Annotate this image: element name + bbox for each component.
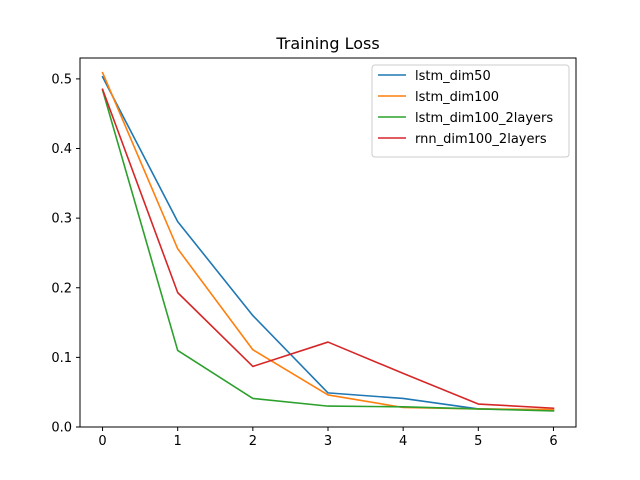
y-tick-label: 0.2 <box>51 281 72 296</box>
y-axis: 0.0 0.1 0.2 0.3 0.4 0.5 <box>51 72 80 436</box>
x-tick-label: 4 <box>399 434 407 449</box>
legend-box <box>371 64 570 158</box>
legend-label-rnn_dim100_2layers: rnn_dim100_2layers <box>415 132 547 147</box>
legend-label-lstm_dim50: lstm_dim50 <box>415 69 491 84</box>
legend-label-lstm_dim100: lstm_dim100 <box>415 90 499 105</box>
y-tick-label: 0.3 <box>51 212 72 227</box>
series-layer <box>101 71 555 412</box>
x-tick-label: 2 <box>249 434 257 449</box>
series-line-rnn_dim100_2layers <box>101 88 555 410</box>
x-tick-label: 6 <box>549 434 557 449</box>
y-tick-label: 0.1 <box>51 351 72 366</box>
x-tick-label: 1 <box>174 434 182 449</box>
y-tick-label: 0.0 <box>51 421 72 436</box>
legend: lstm_dim50 lstm_dim100 lstm_dim100_2layers… <box>371 64 570 158</box>
y-tick-label: 0.5 <box>51 72 72 87</box>
x-axis: 0 1 2 3 4 5 6 <box>98 427 558 449</box>
chart-title: Training Loss <box>275 34 379 53</box>
y-tick-label: 0.4 <box>51 142 72 157</box>
series-line-lstm_dim100_2layers <box>101 89 555 412</box>
legend-label-lstm_dim100_2layers: lstm_dim100_2layers <box>415 111 553 126</box>
x-tick-label: 5 <box>474 434 482 449</box>
x-tick-label: 0 <box>98 434 106 449</box>
x-tick-label: 3 <box>324 434 332 449</box>
